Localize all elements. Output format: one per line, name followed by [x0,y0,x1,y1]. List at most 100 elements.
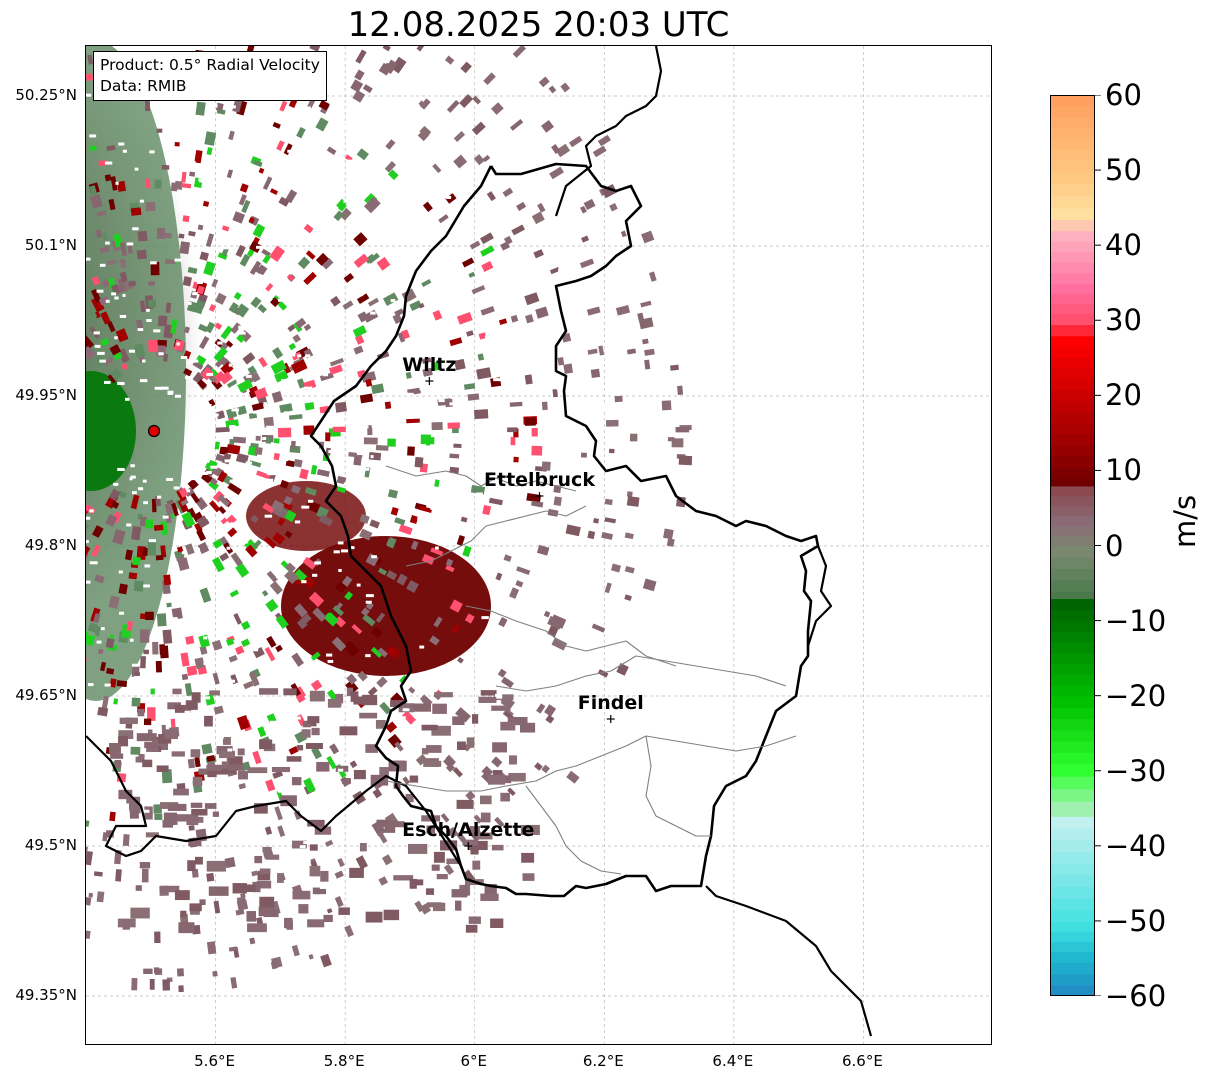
echo-cell [151,498,157,513]
echo-cell [566,770,580,784]
echo-cell [147,339,159,353]
echo-gap [131,491,137,495]
echo-gap [269,720,277,724]
echo-gap [86,516,91,520]
echo-cell [191,692,201,703]
echo-cell [239,253,251,267]
echo-cell [543,610,551,618]
colorbar-band [1051,685,1094,698]
echo-gap [348,285,355,289]
echo-gap [166,477,173,481]
echo-cell [108,198,116,211]
echo-gap [182,210,190,214]
echo-cell [243,680,254,690]
echo-gap [231,679,235,683]
echo-cell [86,544,91,558]
echo-cell [140,656,147,669]
echo-gap [264,226,270,230]
echo-cell [487,774,505,785]
echo-cell [181,183,192,189]
colorbar-band [1051,886,1094,900]
radar-map[interactable]: Wiltz Ettelbruck Findel Esch/Alzette [85,45,992,1045]
echo-cell [524,374,533,385]
echo-gap [547,223,554,227]
echo-gap [583,346,591,350]
echo-cell [536,703,546,714]
echo-cell [271,766,291,773]
echo-gap [206,470,212,474]
echo-cell [284,530,293,539]
echo-cell [531,500,544,508]
echo-cell [183,326,191,334]
echo-cell [284,569,299,584]
echo-cell [266,570,278,583]
echo-cell [216,410,226,420]
colorbar-band [1051,963,1094,976]
echo-cell [251,402,264,412]
echo-cell [610,563,621,573]
echo-cell [387,489,398,499]
echo-cell [199,899,206,906]
echo-cell [480,232,494,245]
echo-cell [434,479,440,488]
echo-cell [208,398,216,407]
echo-gap [497,542,503,546]
echo-gap [365,594,374,598]
echo-cell [270,359,287,375]
echo-cell [337,857,345,868]
echo-gap [420,687,425,691]
echo-cell [215,292,227,305]
echo-cell [188,230,196,237]
echo-cell [285,562,296,574]
colorbar-band [1051,921,1094,933]
colorbar-tick-label: 50 [1105,153,1142,188]
echo-cell [414,456,424,468]
echo-cell [451,889,468,898]
echo-cell [280,795,297,807]
echo-gap [89,134,97,138]
echo-cell [480,306,495,316]
echo-gap [143,809,150,813]
echo-gap [224,163,229,167]
echo-cell [316,468,330,478]
echo-cell [233,613,242,625]
echo-cell [265,779,276,792]
echo-cell [494,816,505,828]
echo-cell [408,843,428,854]
echo-gap [144,884,150,888]
echo-cell [608,448,615,454]
echo-cell [360,607,370,617]
echo-cell [626,491,633,498]
echo-cell [221,761,229,769]
echo-cell [226,169,234,179]
echo-cell [438,214,449,224]
echo-cell [137,230,148,242]
echo-gap [340,706,346,710]
echo-cell [238,194,247,206]
echo-cell [192,360,204,370]
echo-cell [605,419,619,427]
echo-cell [378,876,389,886]
lat-tick-label: 50.25°N [15,86,77,104]
echo-cell [283,688,297,696]
echo-gap [245,461,252,465]
echo-cell [254,446,263,456]
echo-gap [485,335,493,339]
echo-cell [142,547,148,557]
echo-cell [537,202,546,213]
echo-cell [217,494,231,507]
echo-cell [89,185,98,196]
echo-cell [119,271,128,283]
echo-cell [433,851,445,863]
echo-cell [96,891,105,903]
echo-gap [133,675,141,679]
echo-cell [422,367,433,377]
echo-cell [526,493,542,503]
echo-cell [390,506,399,516]
echo-cell [544,704,557,717]
echo-cell [555,143,571,158]
echo-cell [292,334,301,343]
echo-gap [496,700,502,704]
echo-cell [246,911,256,922]
echo-gap [305,354,311,358]
